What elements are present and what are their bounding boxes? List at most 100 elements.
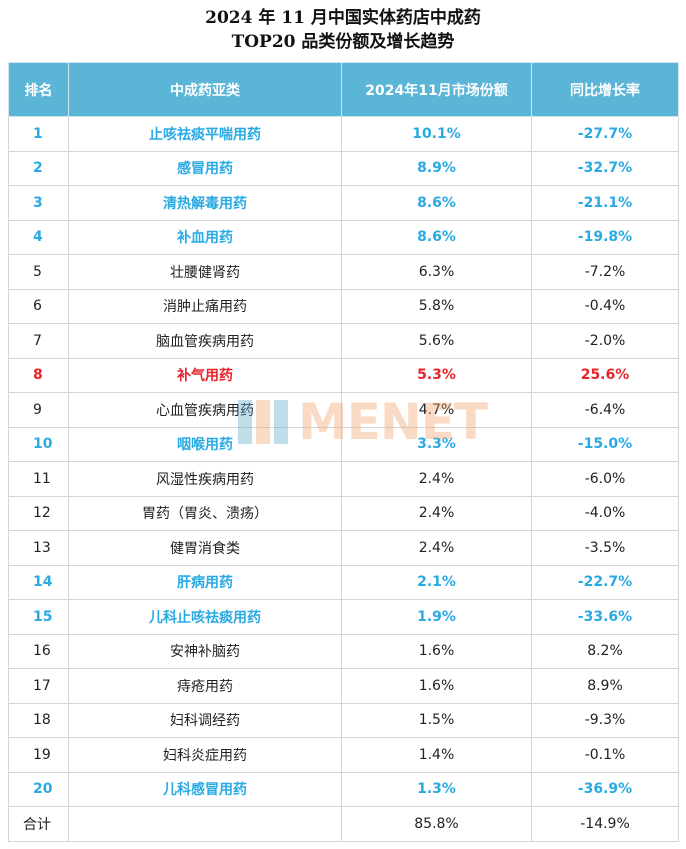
cell-category: 儿科感冒用药 bbox=[68, 771, 342, 807]
cell-category: 消肿止痛用药 bbox=[68, 288, 342, 324]
cell-rank: 16 bbox=[8, 633, 69, 669]
cell-share: 8.6% bbox=[341, 219, 532, 255]
cell-share: 5.6% bbox=[341, 323, 532, 359]
table-row: 16 安神补脑药 1.6% 8.2% bbox=[8, 633, 679, 669]
cell-rank: 8 bbox=[8, 357, 69, 393]
cell-rank: 15 bbox=[8, 599, 69, 635]
table-row: 3 清热解毒用药 8.6% -21.1% bbox=[8, 185, 679, 221]
cell-growth: 8.2% bbox=[531, 633, 679, 669]
cell-total-share: 85.8% bbox=[341, 806, 532, 842]
cell-growth: -7.2% bbox=[531, 254, 679, 290]
cell-growth: -2.0% bbox=[531, 323, 679, 359]
title-line-1: 2024 年 11 月中国实体药店中成药 bbox=[205, 8, 481, 28]
cell-total-category bbox=[68, 806, 342, 842]
cell-rank: 14 bbox=[8, 564, 69, 600]
table-row: 10 咽喉用药 3.3% -15.0% bbox=[8, 426, 679, 462]
table-row: 6 消肿止痛用药 5.8% -0.4% bbox=[8, 288, 679, 324]
cell-rank: 3 bbox=[8, 185, 69, 221]
cell-rank: 4 bbox=[8, 219, 69, 255]
cell-category: 健胃消食类 bbox=[68, 530, 342, 566]
table-row: 17 痔疮用药 1.6% 8.9% bbox=[8, 668, 679, 704]
table-row: 4 补血用药 8.6% -19.8% bbox=[8, 219, 679, 255]
header-growth: 同比增长率 bbox=[531, 62, 679, 117]
cell-category: 咽喉用药 bbox=[68, 426, 342, 462]
cell-rank: 17 bbox=[8, 668, 69, 704]
cell-growth: -15.0% bbox=[531, 426, 679, 462]
cell-share: 6.3% bbox=[341, 254, 532, 290]
cell-growth: -6.0% bbox=[531, 461, 679, 497]
cell-rank: 9 bbox=[8, 392, 69, 428]
table-row: 5 壮腰健肾药 6.3% -7.2% bbox=[8, 254, 679, 290]
cell-rank: 6 bbox=[8, 288, 69, 324]
table-row: 12 胃药（胃炎、溃疡） 2.4% -4.0% bbox=[8, 495, 679, 531]
cell-category: 心血管疾病用药 bbox=[68, 392, 342, 428]
table-row: 18 妇科调经药 1.5% -9.3% bbox=[8, 702, 679, 738]
cell-category: 儿科止咳祛痰用药 bbox=[68, 599, 342, 635]
cell-share: 5.3% bbox=[341, 357, 532, 393]
cell-category: 感冒用药 bbox=[68, 150, 342, 186]
cell-rank: 7 bbox=[8, 323, 69, 359]
cell-share: 2.4% bbox=[341, 495, 532, 531]
page-title: 2024 年 11 月中国实体药店中成药 TOP20 品类份额及增长趋势 bbox=[0, 0, 686, 60]
cell-rank: 11 bbox=[8, 461, 69, 497]
cell-growth: -0.1% bbox=[531, 737, 679, 773]
cell-category: 清热解毒用药 bbox=[68, 185, 342, 221]
share-table: 排名 中成药亚类 2024年11月市场份额 同比增长率 1 止咳祛痰平喘用药 10.… bbox=[8, 62, 679, 842]
cell-rank: 18 bbox=[8, 702, 69, 738]
cell-category: 风湿性疾病用药 bbox=[68, 461, 342, 497]
cell-growth: -19.8% bbox=[531, 219, 679, 255]
cell-share: 3.3% bbox=[341, 426, 532, 462]
cell-share: 4.7% bbox=[341, 392, 532, 428]
cell-rank: 1 bbox=[8, 116, 69, 152]
table-row: 2 感冒用药 8.9% -32.7% bbox=[8, 150, 679, 186]
cell-share: 1.4% bbox=[341, 737, 532, 773]
table-row: 9 心血管疾病用药 4.7% -6.4% bbox=[8, 392, 679, 428]
cell-share: 8.6% bbox=[341, 185, 532, 221]
cell-category: 补气用药 bbox=[68, 357, 342, 393]
cell-growth: -32.7% bbox=[531, 150, 679, 186]
cell-share: 5.8% bbox=[341, 288, 532, 324]
cell-category: 妇科调经药 bbox=[68, 702, 342, 738]
cell-total-label: 合计 bbox=[8, 806, 69, 842]
cell-category: 壮腰健肾药 bbox=[68, 254, 342, 290]
cell-category: 脑血管疾病用药 bbox=[68, 323, 342, 359]
cell-rank: 10 bbox=[8, 426, 69, 462]
cell-category: 痔疮用药 bbox=[68, 668, 342, 704]
cell-category: 安神补脑药 bbox=[68, 633, 342, 669]
table-row: 15 儿科止咳祛痰用药 1.9% -33.6% bbox=[8, 599, 679, 635]
cell-rank: 5 bbox=[8, 254, 69, 290]
cell-share: 1.6% bbox=[341, 633, 532, 669]
cell-growth: 25.6% bbox=[531, 357, 679, 393]
table-header-row: 排名 中成药亚类 2024年11月市场份额 同比增长率 bbox=[8, 62, 679, 117]
cell-total-growth: -14.9% bbox=[531, 806, 679, 842]
cell-growth: -4.0% bbox=[531, 495, 679, 531]
table-row: 13 健胃消食类 2.4% -3.5% bbox=[8, 530, 679, 566]
table-body: 1 止咳祛痰平喘用药 10.1% -27.7% 2 感冒用药 8.9% -32.7% 3 清热解毒… bbox=[8, 116, 679, 842]
cell-category: 肝病用药 bbox=[68, 564, 342, 600]
cell-share: 2.1% bbox=[341, 564, 532, 600]
cell-share: 8.9% bbox=[341, 150, 532, 186]
cell-growth: -6.4% bbox=[531, 392, 679, 428]
cell-growth: -0.4% bbox=[531, 288, 679, 324]
table-row: 19 妇科炎症用药 1.4% -0.1% bbox=[8, 737, 679, 773]
cell-growth: -3.5% bbox=[531, 530, 679, 566]
cell-growth: -22.7% bbox=[531, 564, 679, 600]
table-total-row: 合计 85.8% -14.9% bbox=[8, 806, 679, 842]
cell-growth: -21.1% bbox=[531, 185, 679, 221]
cell-share: 1.6% bbox=[341, 668, 532, 704]
table-row: 11 风湿性疾病用药 2.4% -6.0% bbox=[8, 461, 679, 497]
table-row: 14 肝病用药 2.1% -22.7% bbox=[8, 564, 679, 600]
table-row: 7 脑血管疾病用药 5.6% -2.0% bbox=[8, 323, 679, 359]
header-share: 2024年11月市场份额 bbox=[341, 62, 532, 117]
cell-growth: -33.6% bbox=[531, 599, 679, 635]
cell-category: 妇科炎症用药 bbox=[68, 737, 342, 773]
title-line-2: TOP20 品类份额及增长趋势 bbox=[231, 32, 455, 52]
cell-share: 10.1% bbox=[341, 116, 532, 152]
cell-rank: 12 bbox=[8, 495, 69, 531]
cell-rank: 20 bbox=[8, 771, 69, 807]
header-rank: 排名 bbox=[8, 62, 69, 117]
cell-share: 2.4% bbox=[341, 461, 532, 497]
cell-share: 1.3% bbox=[341, 771, 532, 807]
cell-growth: -36.9% bbox=[531, 771, 679, 807]
table-row: 8 补气用药 5.3% 25.6% bbox=[8, 357, 679, 393]
